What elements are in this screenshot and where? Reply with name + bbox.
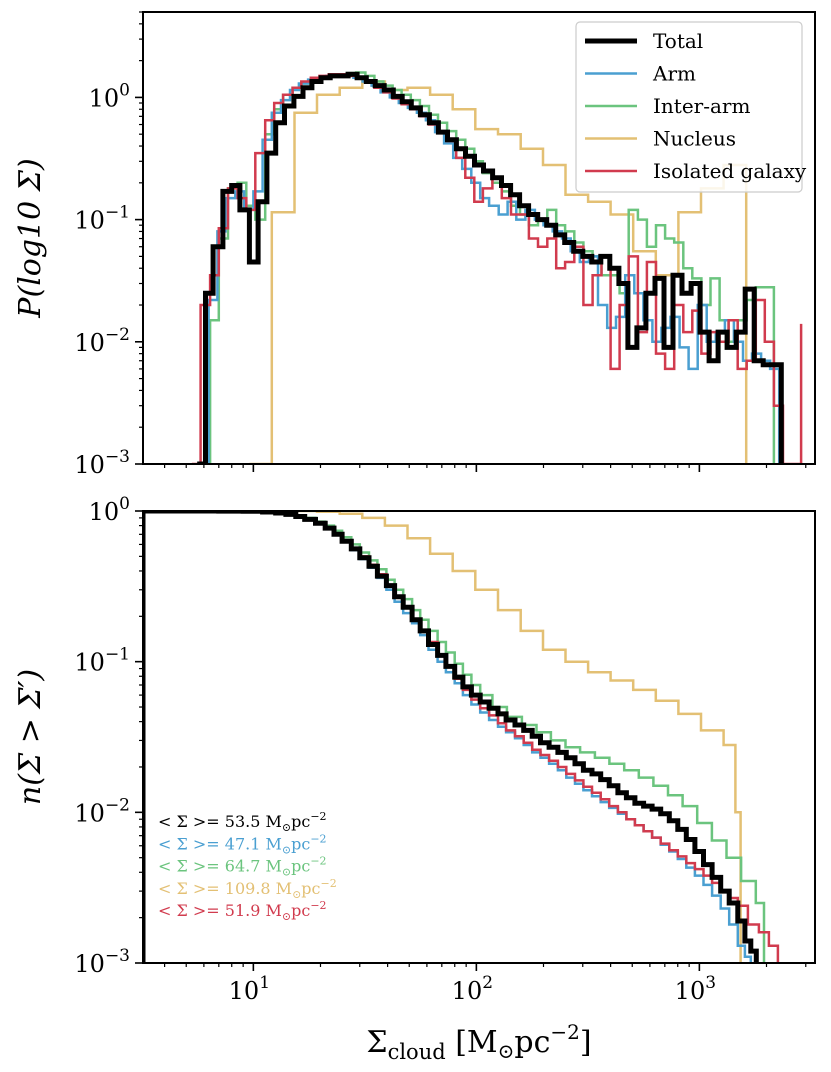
y-tick-label: 10−3 <box>74 447 130 479</box>
annotation-part: −2 <box>310 899 326 912</box>
y-tick-label-exponent: −1 <box>105 645 130 665</box>
annotation-part: pc <box>291 901 310 920</box>
x-axis-label-exponent: −2 <box>550 1020 579 1044</box>
annotation-part: < Σ >= 51.9 M <box>158 901 282 920</box>
y-tick-label: 10−1 <box>74 203 130 235</box>
annotation-mean-0: < Σ >= 53.5 M⊙pc−2 <box>158 810 327 834</box>
x-tick-label: 103 <box>675 973 716 1005</box>
annotation-part: ⊙ <box>292 888 301 901</box>
annotation-part: pc <box>301 879 320 898</box>
y-tick-label-base: 10 <box>89 84 120 112</box>
mean-surface-density-annotations: < Σ >= 53.5 M⊙pc−2< Σ >= 47.1 M⊙pc−2< Σ … <box>158 810 337 923</box>
y-tick-label-exponent: −3 <box>105 946 130 966</box>
annotation-part: < Σ >= 64.7 M <box>158 857 282 876</box>
legend: Total Arm Inter-arm Nucleus Isolated galaxy <box>575 21 807 193</box>
x-tick-label-base: 10 <box>675 977 706 1005</box>
bottom-panel-curves <box>143 511 780 963</box>
x-tick-label: 102 <box>452 973 493 1005</box>
x-axis-label-pc: pc <box>514 1025 550 1060</box>
y-tick-label: 10−2 <box>74 325 130 357</box>
x-tick-label-exponent: 1 <box>259 973 270 993</box>
y-tick-label: 10−3 <box>74 946 130 978</box>
y-tick-label-exponent: −1 <box>105 203 130 223</box>
y-tick-label-base: 10 <box>89 498 120 526</box>
legend-label-total: Total <box>653 29 703 53</box>
y-tick-label: 100 <box>89 494 130 526</box>
annotation-part: ⊙ <box>282 910 291 923</box>
annotation-part: < Σ >= 109.8 M <box>158 879 292 898</box>
y-tick-label-base: 10 <box>74 649 105 677</box>
x-axis-label-sun: ⊙ <box>498 1039 515 1063</box>
x-tick-label-base: 10 <box>229 977 260 1005</box>
annotation-mean-4: < Σ >= 51.9 M⊙pc−2 <box>158 899 327 923</box>
y-tick-label: 10−2 <box>74 795 130 827</box>
x-axis-label: Σcloud [M⊙pc−2] <box>366 1020 591 1064</box>
y-tick-label-exponent: −2 <box>105 795 130 815</box>
bottom-panel-frame <box>142 510 816 964</box>
legend-box <box>575 21 803 193</box>
y-tick-label-base: 10 <box>74 207 105 235</box>
x-tick-label: 101 <box>229 973 270 1005</box>
x-tick-label-base: 10 <box>452 977 483 1005</box>
annotation-part: pc <box>291 857 310 876</box>
x-tick-label-exponent: 2 <box>482 973 493 993</box>
annotation-part: ⊙ <box>282 866 291 879</box>
top-panel-curves <box>191 71 803 464</box>
y-tick-label-exponent: −3 <box>105 447 130 467</box>
y-tick-label-base: 10 <box>74 451 105 479</box>
annotation-part: −2 <box>310 855 326 868</box>
annotation-mean-1: < Σ >= 47.1 M⊙pc−2 <box>158 832 327 856</box>
annotation-part: −2 <box>320 877 336 890</box>
annotation-part: −2 <box>310 832 326 845</box>
legend-label-isolated-galaxy: Isolated galaxy <box>653 159 807 183</box>
y-tick-label: 100 <box>89 80 130 112</box>
annotation-part: ⊙ <box>282 843 291 856</box>
annotation-part: pc <box>291 812 310 831</box>
annotation-mean-3: < Σ >= 109.8 M⊙pc−2 <box>158 877 337 901</box>
y-tick-label-base: 10 <box>74 329 105 357</box>
series-nucleus-p1 <box>143 511 742 963</box>
annotation-mean-2: < Σ >= 64.7 M⊙pc−2 <box>158 855 327 879</box>
annotation-part: −2 <box>310 810 326 823</box>
x-axis-label-subscript: cloud <box>388 1040 446 1064</box>
top-panel-y-axis-label: P(log10 Σ) <box>13 158 48 318</box>
legend-label-nucleus: Nucleus <box>653 127 736 151</box>
annotation-part: pc <box>291 834 310 853</box>
x-axis-label-unit-open: [M <box>446 1025 498 1060</box>
x-axis-label-symbol: Σ <box>366 1025 387 1060</box>
bottom-panel-y-axis-label: n(Σ > Σ′) <box>13 669 48 805</box>
series-total-p0 <box>197 71 784 464</box>
y-tick-label: 10−1 <box>74 645 130 677</box>
annotation-part: ⊙ <box>282 821 291 834</box>
series-total-p1 <box>143 511 759 963</box>
annotation-part: < Σ >= 53.5 M <box>158 812 282 831</box>
y-tick-label-base: 10 <box>74 799 105 827</box>
y-tick-label-exponent: 0 <box>119 494 130 514</box>
legend-label-inter-arm: Inter-arm <box>653 94 750 118</box>
y-tick-label-exponent: 0 <box>119 80 130 100</box>
y-tick-label-base: 10 <box>74 950 105 978</box>
legend-label-arm: Arm <box>652 62 696 86</box>
annotation-part: < Σ >= 47.1 M <box>158 834 282 853</box>
y-tick-label-exponent: −2 <box>105 325 130 345</box>
x-axis-label-unit-close: ] <box>580 1025 592 1060</box>
x-tick-label-exponent: 3 <box>705 973 716 993</box>
